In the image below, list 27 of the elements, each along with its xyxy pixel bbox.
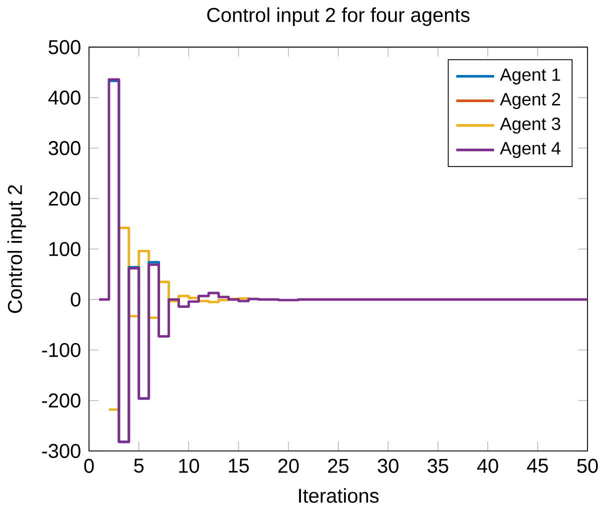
x-tick-label: 45: [527, 458, 548, 473]
y-tick-label: 500: [48, 40, 80, 54]
x-tick-label: 50: [577, 458, 598, 473]
x-tick-label: 35: [428, 458, 448, 473]
y-tick-label: 400: [48, 90, 80, 105]
legend-label: Agent 4: [500, 142, 560, 158]
x-tick-label: 25: [328, 458, 349, 473]
legend-label: Agent 1: [500, 68, 560, 84]
x-tick-label: 20: [278, 458, 299, 473]
y-tick-label: 100: [49, 242, 80, 256]
legend-label: Agent 2: [500, 92, 560, 109]
y-axis-title: Control input 2: [7, 185, 26, 313]
y-tick-label: -100: [42, 342, 80, 357]
x-tick-label: 5: [134, 458, 144, 473]
x-tick-label: 10: [179, 458, 200, 473]
y-tick-label: 0: [70, 292, 80, 307]
y-tick-label: -300: [42, 444, 80, 458]
x-tick-label: 40: [477, 458, 498, 473]
legend-label: Agent 3: [500, 117, 560, 134]
x-tick-label: 30: [378, 458, 398, 473]
y-tick-label: -200: [42, 393, 80, 408]
chart-title: Control input 2 for four agents: [207, 7, 470, 26]
x-tick-label: 15: [228, 458, 249, 473]
y-tick-label: 300: [48, 140, 80, 156]
y-tick-label: 200: [48, 191, 80, 206]
x-axis-title: Iterations: [299, 488, 379, 503]
x-tick-label: 0: [84, 458, 94, 473]
